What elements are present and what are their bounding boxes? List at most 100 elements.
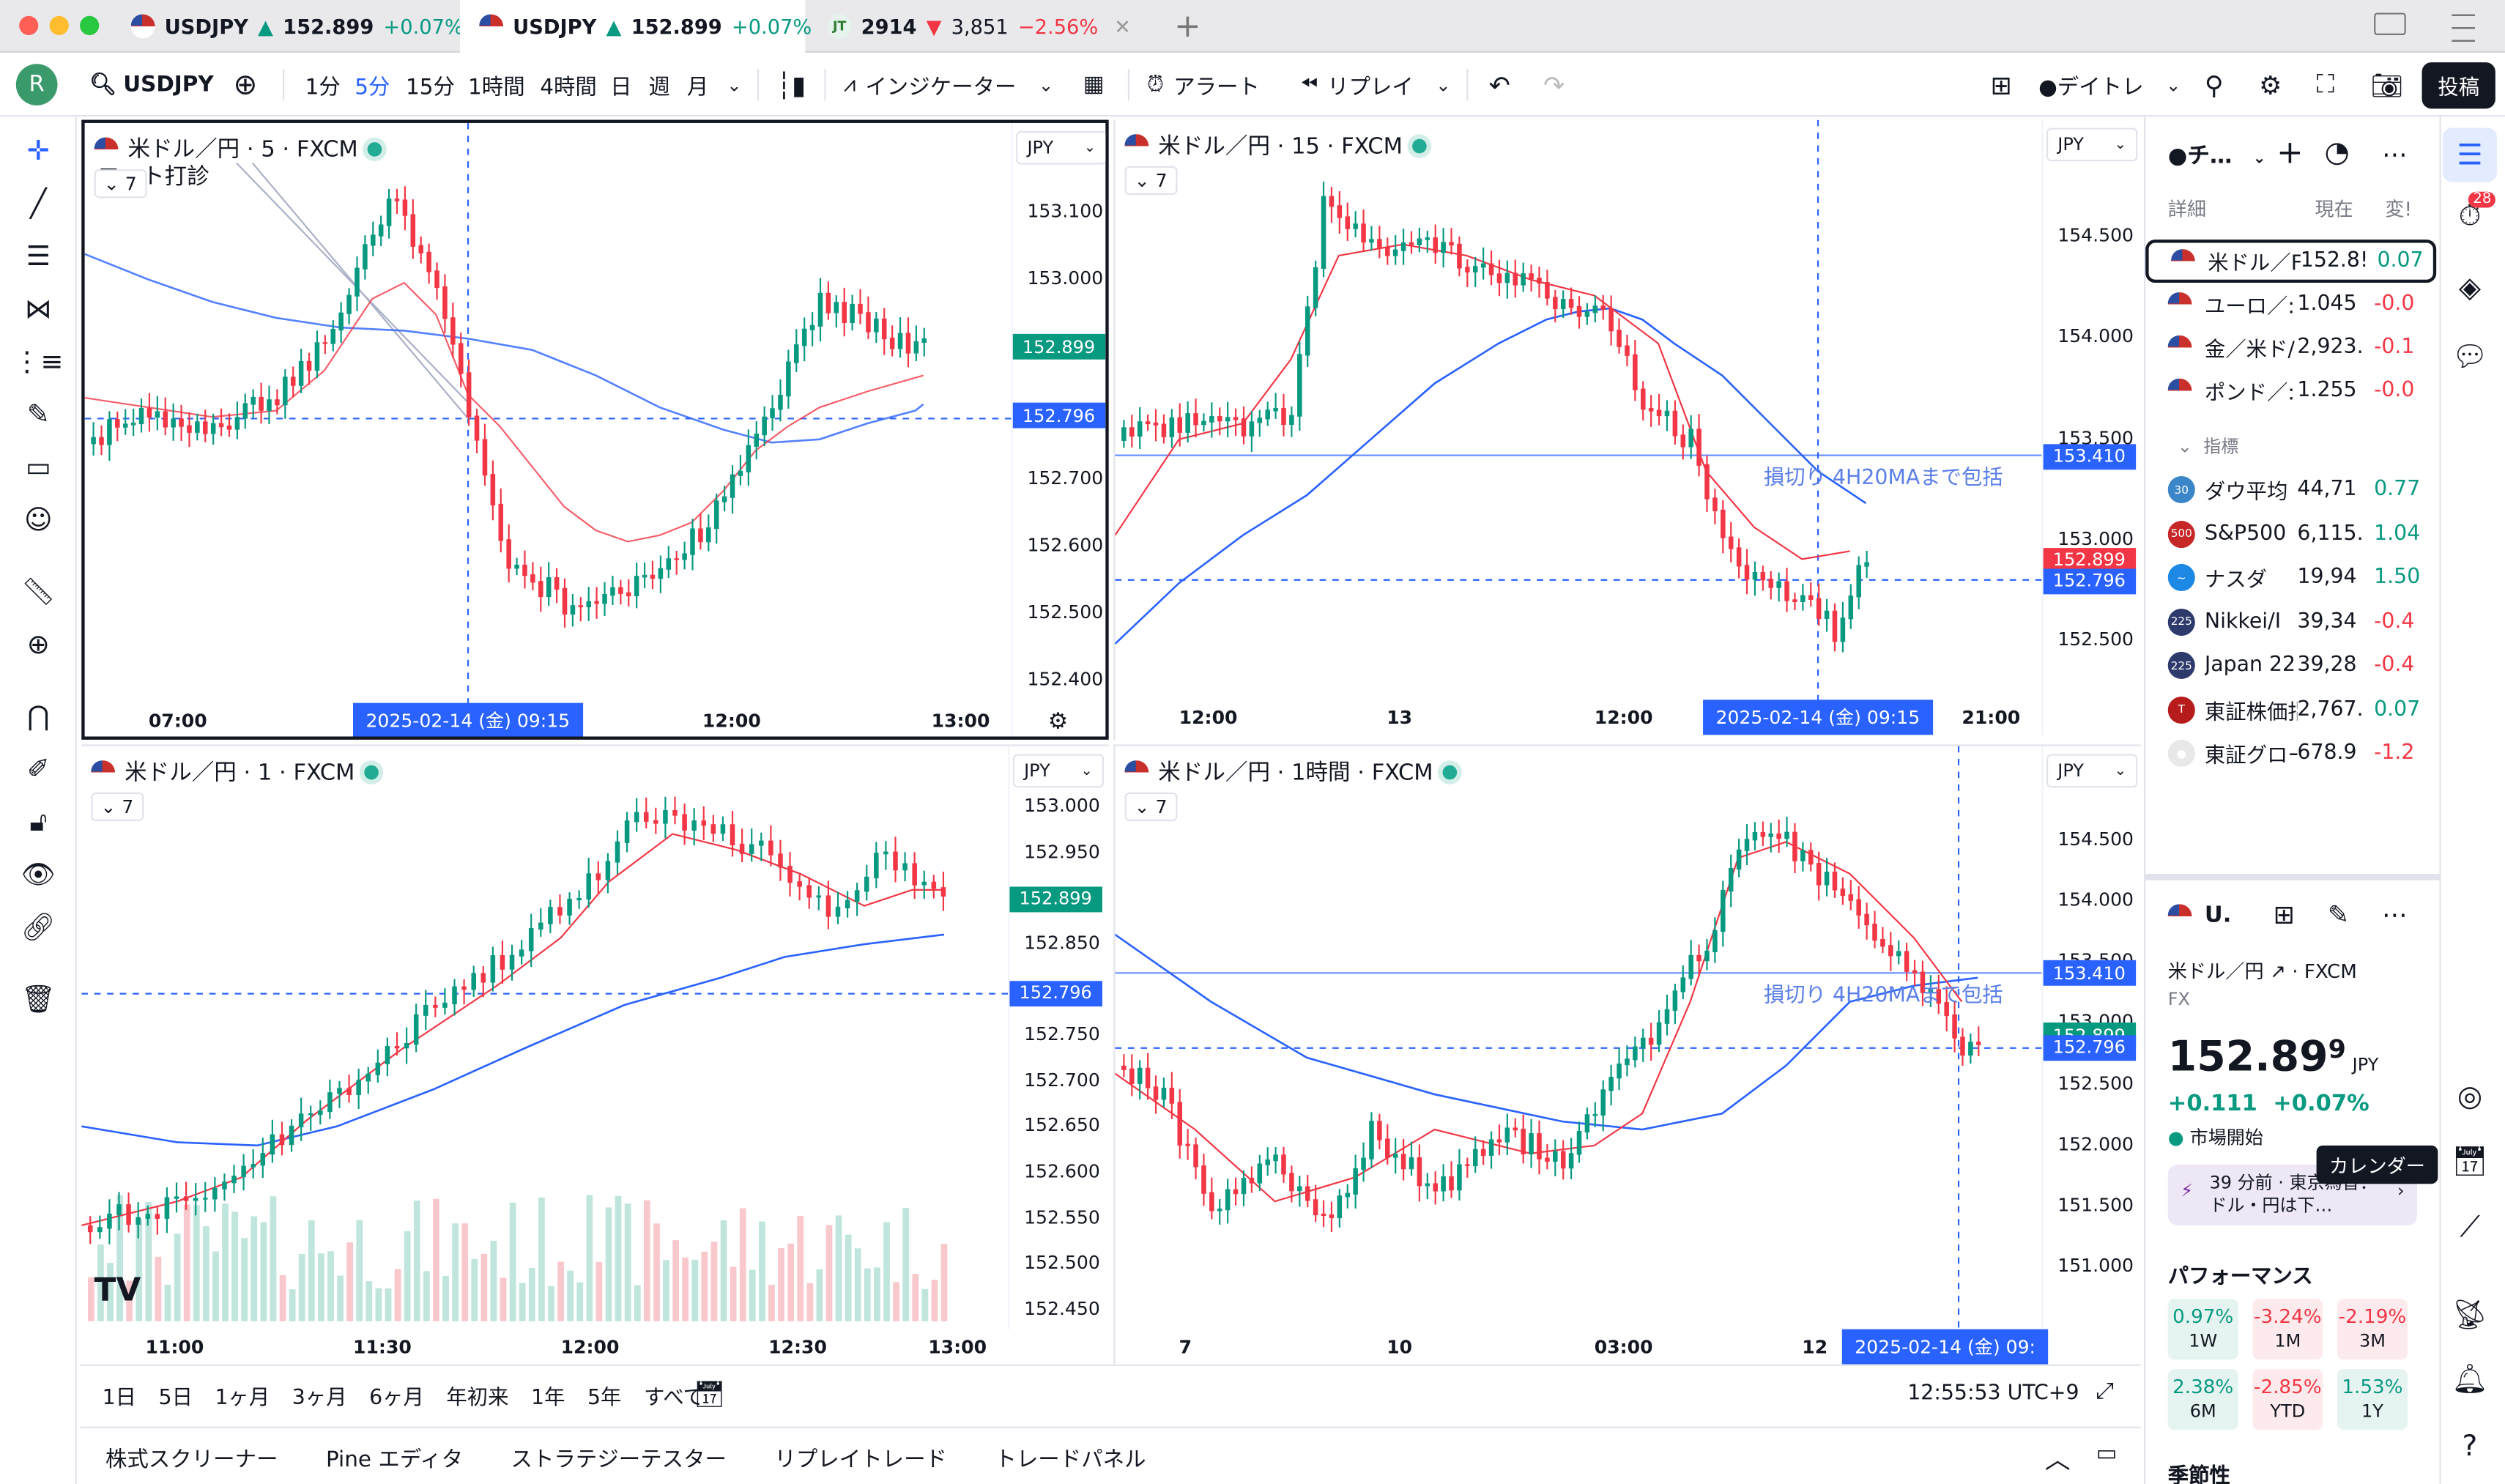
interval-day[interactable]: 日 <box>610 75 632 101</box>
interval-1m[interactable]: 1分 <box>305 75 341 101</box>
index-row[interactable]: 500 S&P500 6,115. 1.04 <box>2145 512 2439 555</box>
more-icon[interactable]: ⋯ <box>2382 899 2408 930</box>
indicators-button[interactable]: ⩘ インジケーター ⌄ <box>843 72 1054 101</box>
ruler-icon[interactable]: 📏︎ <box>21 576 56 609</box>
watchlist-title[interactable]: ●チ… ⌄ <box>2167 144 2266 170</box>
price-axis[interactable]: 154.500 154.000 153.500 153.000 152.500 153.4… <box>2041 119 2140 735</box>
zoom-window-button[interactable] <box>80 15 100 35</box>
avatar[interactable]: R <box>15 53 58 116</box>
settings-gear-icon[interactable]: ⚙︎ <box>2259 69 2282 100</box>
range-button[interactable]: 5年 <box>587 1386 622 1410</box>
chat-icon[interactable]: 💬︎ <box>2452 339 2488 374</box>
bell-icon[interactable]: 🔔︎ <box>2452 1362 2488 1396</box>
more-icon[interactable]: ⋯ <box>2382 138 2408 170</box>
range-button[interactable]: すべて <box>643 1386 704 1410</box>
index-row[interactable]: T 東証株価指2,767. 0.07 <box>2145 688 2439 731</box>
panel-tab[interactable]: ストラテジーテスター <box>511 1447 727 1473</box>
calendar-icon[interactable]: 📅︎ <box>2452 1144 2488 1179</box>
lock-icon[interactable]: 🔓︎ <box>29 806 48 839</box>
trash-icon[interactable]: 🗑︎ <box>21 984 56 1017</box>
panel-tab[interactable]: リプレイトレード <box>774 1447 947 1473</box>
currency-select[interactable]: JPY ⌄ <box>2046 127 2138 162</box>
grid-icon[interactable]: ⊞ <box>2273 899 2295 930</box>
chart-settings-gear-icon[interactable]: ⚙︎ <box>1047 709 1069 735</box>
close-tab-icon[interactable]: ✕ <box>1114 14 1131 39</box>
tab-usdjpy-2[interactable]: USDJPY ▲ 152.899 +0.07% ✕ <box>460 0 845 53</box>
ideas-chart-icon[interactable]: ⟋ <box>2460 1210 2480 1244</box>
price-axis[interactable]: 153.000152.950152.900152.850152.800152.7… <box>1008 746 1108 1329</box>
undo-icon[interactable]: ↶ <box>1488 69 1511 100</box>
magnet-icon[interactable]: ⋂ <box>27 701 50 734</box>
interval-month[interactable]: 月 <box>686 75 709 101</box>
performance-cell[interactable]: -2.85% YTD <box>2252 1369 2323 1431</box>
new-tab-button[interactable]: + <box>1174 6 1201 45</box>
splitter[interactable] <box>2145 874 2440 880</box>
pie-chart-icon[interactable]: ◔ <box>2324 136 2350 170</box>
layers-icon[interactable]: ◈ <box>2458 270 2482 305</box>
range-button[interactable]: 3ヶ月 <box>292 1386 347 1410</box>
symbol-search[interactable]: 🔍︎ USDJPY <box>89 72 214 98</box>
watchlist-icon[interactable]: ☰ <box>2442 127 2498 182</box>
panel-maximize-icon[interactable]: ▭ <box>2096 1441 2118 1467</box>
col-price[interactable]: 現在 <box>2315 198 2353 220</box>
range-button[interactable]: 1年 <box>531 1386 565 1410</box>
annotation-label[interactable]: 損切り 4H20MAまで包括 <box>1763 984 2003 1009</box>
col-change[interactable]: 変! <box>2385 198 2413 220</box>
horizontal-lines-icon[interactable]: ☰ <box>26 241 51 273</box>
zoom-in-icon[interactable]: ⊕ <box>26 629 50 661</box>
indicator-count[interactable]: ⌄ 7 <box>91 792 144 822</box>
text-note-icon[interactable]: ▭ <box>25 452 51 484</box>
interval-week[interactable]: 週 <box>648 75 670 101</box>
interval-15m[interactable]: 15分 <box>405 75 455 101</box>
chart-pane-15m[interactable]: 米ドル／円 · 15 · FXCM ⌄ 7 JPY ⌄ 損切り 4H20MAまで包… <box>1113 119 2141 740</box>
panel-tab[interactable]: 株式スクリーナー <box>105 1447 278 1473</box>
tradingview-logo-icon[interactable]: TV <box>94 1269 141 1309</box>
chart-pane-1m[interactable]: 米ドル／円 · 1 · FXCM ⌄ 7 JPY ⌄ 153.000 152.950… <box>81 744 1109 1365</box>
detail-name[interactable]: 米ドル／円 ↗ · FXCM <box>2167 960 2357 983</box>
emoji-icon[interactable]: ☺ <box>23 505 53 537</box>
index-row[interactable]: 225 Nikkei/I 39,34 -0.4 <box>2145 600 2439 643</box>
fullscreen-icon[interactable]: ⛶ <box>2316 68 2335 100</box>
watchlist-row[interactable]: 米ドル／F 152.8! 0.07 <box>2145 240 2437 283</box>
range-button[interactable]: 1日 <box>102 1386 137 1410</box>
col-detail[interactable]: 詳細 <box>2167 198 2207 220</box>
annotation-label[interactable]: 損切り 4H20MAまで包括 <box>1763 466 2003 491</box>
replay-button[interactable]: ⏪︎ リプレイ ⌄ <box>1300 72 1451 101</box>
eye-icon[interactable]: 👁︎ <box>21 859 56 892</box>
minimize-window-button[interactable] <box>49 15 69 35</box>
performance-cell[interactable]: 2.38% 6M <box>2167 1369 2238 1431</box>
index-row[interactable]: ● 東証グロー678.9 -1.2 <box>2145 732 2439 775</box>
add-symbol-icon[interactable]: + <box>2276 133 2304 171</box>
templates-icon[interactable]: ▦ <box>1083 72 1105 98</box>
index-row[interactable]: 225 Japan 22 39,28 -0.4 <box>2145 644 2439 687</box>
watchlist-row[interactable]: ポンド／: 1.255 -0.0 <box>2145 369 2439 412</box>
maximize-icon[interactable]: ⤢ <box>2096 1379 2115 1405</box>
redo-icon[interactable]: ↷ <box>1543 69 1565 100</box>
brush-icon[interactable]: ✎ <box>26 399 50 431</box>
target-icon[interactable]: ◎ <box>2457 1079 2483 1113</box>
interval-5m[interactable]: 5分 <box>355 75 390 101</box>
range-button[interactable]: 6ヶ月 <box>369 1386 424 1410</box>
index-row[interactable]: 30 ダウ平均 44,71 0.77 <box>2145 468 2439 511</box>
chart-pane-5m[interactable]: 米ドル／円 · 5 · FXCM ロット打診 ⌄ 7 JPY ⌄ 153.100 1… <box>81 119 1109 740</box>
interval-1h[interactable]: 1時間 <box>468 75 525 101</box>
fib-icon[interactable]: ⋮≡ <box>13 346 64 379</box>
trend-line-icon[interactable]: ╱ <box>30 188 47 220</box>
camera-icon[interactable]: 📷︎ <box>2370 69 2404 100</box>
quick-search-icon[interactable]: ⚲ <box>2204 69 2224 100</box>
publish-button[interactable]: 投稿 <box>2422 53 2495 116</box>
watchlist-row[interactable]: 金／米ド/2,923. -0.1 <box>2145 326 2439 369</box>
tab-usdjpy-1[interactable]: USDJPY ▲ 152.899 +0.07% ✕ <box>112 0 497 53</box>
goto-date-icon[interactable]: 📅︎ <box>693 1379 726 1409</box>
price-axis[interactable]: 154.500154.000153.500153.000152.500152.0… <box>2041 746 2140 1329</box>
edit-icon[interactable]: ✎ <box>2327 899 2350 930</box>
pencil-lock-icon[interactable]: ✐ <box>26 754 50 787</box>
compare-symbol-button[interactable]: ⊕ <box>233 67 258 102</box>
broadcast-icon[interactable]: 📡︎ <box>2452 1298 2488 1332</box>
chevron-up-icon[interactable]: ︿ <box>2044 1444 2071 1475</box>
crosshair-icon[interactable]: ✛ <box>26 136 50 168</box>
clock[interactable]: 12:55:53 UTC+9 <box>1907 1381 2079 1406</box>
performance-cell[interactable]: -2.19% 3M <box>2337 1299 2408 1360</box>
alert-button[interactable]: ⏰︎ アラート <box>1147 72 1260 101</box>
indicator-count[interactable]: ⌄ 7 <box>1124 792 1177 822</box>
